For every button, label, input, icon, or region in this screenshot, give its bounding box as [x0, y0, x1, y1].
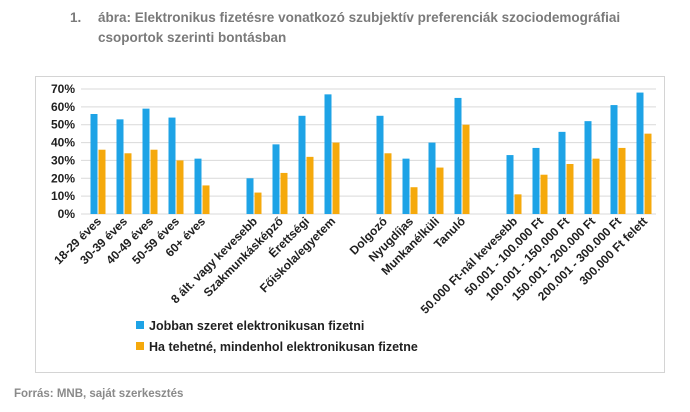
y-tick-label: 50% [51, 118, 75, 132]
bar-series-2 [202, 185, 210, 214]
bar-series-2 [436, 167, 444, 214]
bar-series-1 [376, 115, 384, 214]
bar-series-1 [116, 119, 124, 214]
y-tick-label: 60% [51, 100, 75, 114]
bar-series-1 [636, 92, 644, 214]
figure-number: 1. [70, 10, 82, 25]
bar-series-2 [592, 158, 600, 214]
bar-series-1 [428, 142, 436, 214]
source-note: Forrás: MNB, saját szerkesztés [14, 388, 184, 400]
bar-series-1 [584, 121, 592, 214]
bar-series-2 [280, 172, 288, 214]
bar-series-2 [176, 160, 184, 214]
legend-swatch [136, 342, 144, 350]
bar-series-1 [402, 158, 410, 214]
bar-series-1 [506, 155, 514, 214]
bar-series-1 [454, 97, 462, 214]
y-tick-label: 30% [51, 153, 75, 167]
bar-series-1 [194, 158, 202, 214]
y-tick-label: 70% [51, 82, 75, 96]
bar-series-2 [254, 192, 262, 214]
bar-series-2 [618, 147, 626, 214]
bar-series-1 [90, 114, 98, 214]
bar-series-1 [532, 147, 540, 214]
bar-series-1 [272, 144, 280, 214]
y-tick-label: 10% [51, 189, 75, 203]
bar-series-1 [558, 131, 566, 214]
chart-frame: 0% 10% 20% 30% 40% 50% 60% 70% 18-29 éves 30-39 é… [35, 76, 665, 373]
bar-series-2 [306, 156, 314, 214]
bar-series-1 [168, 117, 176, 214]
bar-series-2 [462, 124, 470, 214]
bar-series-2 [566, 164, 574, 214]
bar-series-1 [142, 108, 150, 214]
bar-series-2 [124, 153, 132, 214]
bar-series-1 [324, 94, 332, 214]
legend-label: Ha tehetné, mindenhol elektronikusan fiz… [149, 340, 418, 354]
y-tick-label: 40% [51, 136, 75, 150]
y-tick-label: 0% [58, 207, 76, 221]
y-tick-label: 20% [51, 171, 75, 185]
bar-series-2 [410, 187, 418, 214]
legend-label: Jobban szeret elektronikusan fizetni [149, 319, 364, 333]
bar-series-2 [98, 149, 106, 214]
figure-title: ábra: Elektronikus fizetésre vonatkozó s… [98, 10, 621, 45]
bar-series-2 [150, 149, 158, 214]
bar-series-2 [514, 194, 522, 214]
bar-series-2 [644, 133, 652, 214]
legend-swatch [136, 321, 144, 329]
bar-series-1 [298, 115, 306, 214]
bar-series-1 [246, 178, 254, 214]
bar-series-2 [332, 142, 340, 214]
bar-series-2 [540, 174, 548, 214]
bar-series-1 [610, 105, 618, 214]
bar-series-2 [384, 153, 392, 214]
